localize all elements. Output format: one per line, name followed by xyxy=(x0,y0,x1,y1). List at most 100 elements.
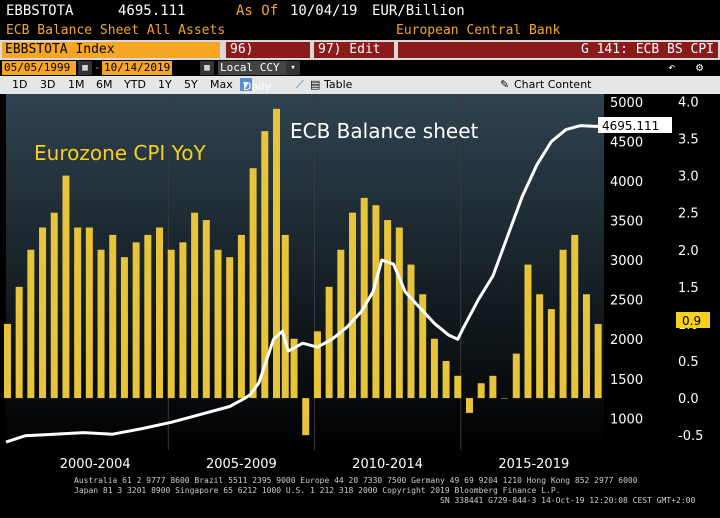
right-axis-tick-label: 3.5 xyxy=(678,133,699,148)
cpi-bar xyxy=(179,242,187,399)
calendar-icon[interactable]: ▦ xyxy=(200,61,214,75)
left-axis-tick-label: 2000 xyxy=(610,333,643,348)
right-axis-tick-label: 3.0 xyxy=(678,170,699,185)
cpi-bar xyxy=(191,212,199,399)
period-1m[interactable]: 1M xyxy=(68,78,85,91)
cpi-bar xyxy=(74,227,82,399)
left-axis-tick-label: 4500 xyxy=(610,135,643,150)
cpi-bar xyxy=(27,249,35,399)
start-date-field[interactable]: 05/05/1999 xyxy=(2,61,76,75)
cpi-bar xyxy=(62,175,70,399)
cpi-bar xyxy=(547,309,555,399)
undo-icon[interactable]: ↶ xyxy=(668,60,676,74)
cpi-bar xyxy=(419,294,427,399)
cpi-bar xyxy=(582,294,590,399)
cpi-bar xyxy=(290,338,298,399)
plot-background xyxy=(6,94,604,450)
cpi-bar xyxy=(214,249,222,399)
as-of-date: 10/04/19 xyxy=(290,3,358,19)
cpi-bar xyxy=(395,227,403,399)
period-3d[interactable]: 3D xyxy=(40,78,56,91)
cpi-bar xyxy=(372,205,380,399)
cpi-bar xyxy=(120,257,128,399)
cpi-bar xyxy=(3,323,11,399)
cpi-bar xyxy=(226,257,234,399)
cpi-bar xyxy=(261,131,269,399)
as-of-label: As Of xyxy=(236,3,279,19)
calendar-icon[interactable]: ▦ xyxy=(78,61,92,75)
actions-button[interactable]: 96) Actions ▾ xyxy=(226,42,310,73)
line-chart-icon[interactable]: ⟋ xyxy=(296,78,304,91)
annotation-balance-sheet: ECB Balance sheet xyxy=(290,119,479,143)
cpi-bar xyxy=(249,168,257,399)
chart-content-icon[interactable]: ✎ xyxy=(500,78,510,91)
x-axis-tick-label: 2005-2009 xyxy=(206,457,277,472)
end-date-field[interactable]: 10/14/2019 xyxy=(102,61,172,75)
date-separator: - xyxy=(94,61,101,74)
annotation-cpi: Eurozone CPI YoY xyxy=(34,141,206,165)
cpi-bar xyxy=(132,242,140,399)
cpi-bar xyxy=(144,234,152,399)
last-value-tag-text: 4695.111 xyxy=(602,119,659,133)
cpi-bar xyxy=(202,220,210,399)
left-axis-tick-label: 2500 xyxy=(610,294,643,309)
cpi-bar xyxy=(313,331,321,399)
header-line-2: ECB Balance Sheet All Assets European Ce… xyxy=(0,22,720,40)
cpi-bar xyxy=(384,220,392,399)
cpi-bar xyxy=(489,375,497,399)
cpi-last-tag-text: 0.9 xyxy=(682,314,701,328)
cpi-bar xyxy=(39,227,47,399)
x-axis-tick-label: 2015-2019 xyxy=(498,457,569,472)
period-max[interactable]: Max xyxy=(210,78,233,91)
cpi-bar xyxy=(97,249,105,399)
chart-content-button[interactable]: Chart Content xyxy=(514,78,592,91)
cpi-bar xyxy=(559,249,567,399)
unit-label: EUR/Billion xyxy=(372,3,465,19)
cpi-bar xyxy=(109,234,117,399)
footer-contacts-line-2: Japan 81 3 3201 8900 Singapore 65 6212 1… xyxy=(74,486,561,495)
table-button[interactable]: Table xyxy=(324,78,353,91)
table-icon[interactable]: ▤ xyxy=(310,78,321,91)
right-axis-tick-label: 1.5 xyxy=(678,281,699,296)
cpi-bar xyxy=(237,234,245,399)
period-ytd[interactable]: YTD xyxy=(124,78,146,91)
right-axis-tick-label: -0.5 xyxy=(678,429,703,444)
cpi-bar xyxy=(156,227,164,399)
chevron-down-icon[interactable]: ▾ xyxy=(286,61,300,75)
ticker: EBBSTOTA xyxy=(6,3,74,19)
frequency-select[interactable]: Daily ▾ xyxy=(240,78,271,93)
cpi-bar xyxy=(524,264,532,399)
period-1d[interactable]: 1D xyxy=(12,78,28,91)
frequency-label: Daily xyxy=(243,80,271,93)
chart-svg: 5000 4500 4000 3500 3000 2500 2000 1500 1000 4.0… xyxy=(3,94,710,472)
cpi-bar xyxy=(571,234,579,399)
left-axis-tick-label: 3000 xyxy=(610,254,643,269)
footer-session-line: SN 338441 G729-844-3 14-Oct-19 12:20:08 … xyxy=(440,496,696,505)
x-axis-tick-label: 2000-2004 xyxy=(60,457,131,472)
cpi-bar xyxy=(281,234,289,399)
cpi-bar xyxy=(50,212,58,399)
cpi-bar xyxy=(302,398,310,436)
left-axis-tick-label: 4000 xyxy=(610,175,643,190)
right-axis-tick-label: 4.0 xyxy=(678,95,699,110)
period-1y[interactable]: 1Y xyxy=(158,78,172,91)
left-axis-tick-label: 5000 xyxy=(610,96,643,111)
date-range-bar: 05/05/1999 ▦ - 10/14/2019 ▦ Local CCY ▾ … xyxy=(0,60,720,76)
cpi-last-tag-bg xyxy=(676,312,710,328)
period-6m[interactable]: 6M xyxy=(96,78,113,91)
currency-select[interactable]: Local CCY xyxy=(218,61,286,75)
right-axis-tick-label: 2.5 xyxy=(678,207,699,222)
cpi-bar xyxy=(430,338,438,399)
cpi-bar xyxy=(536,294,544,399)
edit-button[interactable]: 97) Edit ▾ xyxy=(314,42,394,73)
cpi-bar xyxy=(501,398,509,399)
settings-icon[interactable]: ⚙ xyxy=(696,60,704,74)
period-5y[interactable]: 5Y xyxy=(184,78,198,91)
left-axis-tick-label: 1000 xyxy=(610,412,643,427)
cpi-bar xyxy=(272,108,280,399)
edit-label: 97) Edit xyxy=(318,42,381,57)
index-field[interactable]: EBBSTOTA Index xyxy=(2,42,220,58)
cpi-last-tag: 0.9 xyxy=(676,312,710,328)
chart-area: 5000 4500 4000 3500 3000 2500 2000 1500 1000 4.0… xyxy=(0,94,720,518)
cpi-bar xyxy=(360,197,368,399)
